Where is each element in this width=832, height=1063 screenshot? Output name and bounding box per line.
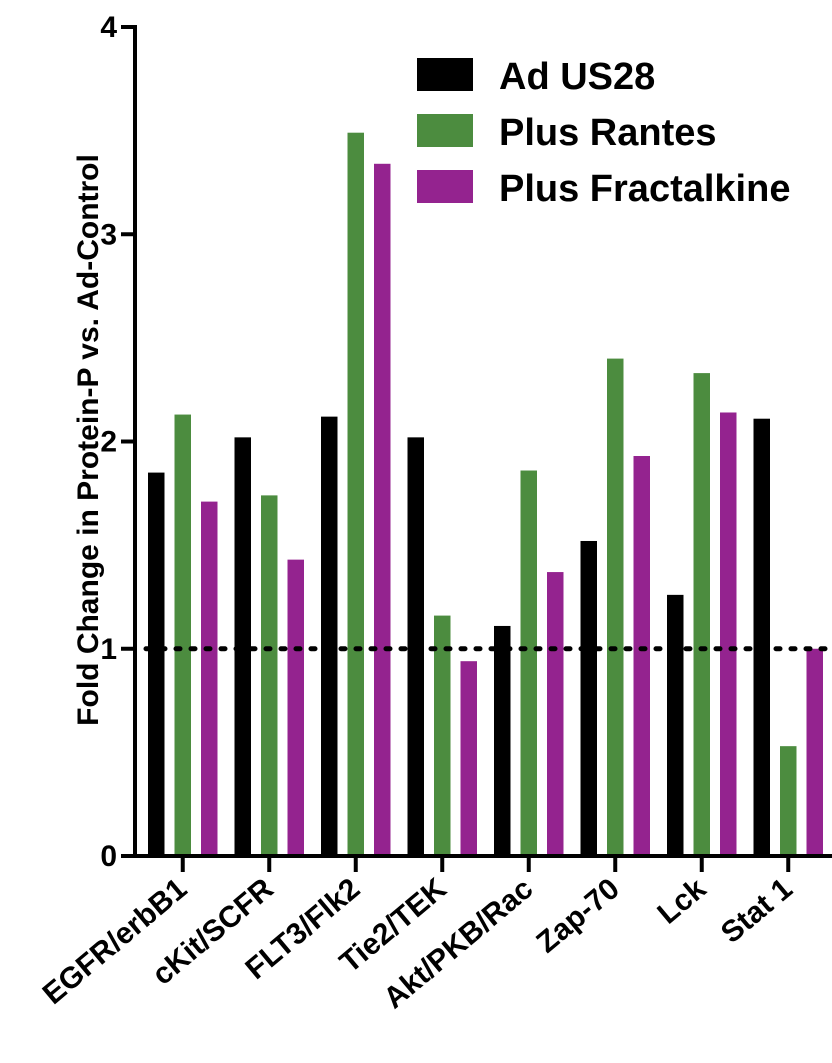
legend-swatch xyxy=(417,170,473,203)
bar xyxy=(547,572,564,856)
bar xyxy=(347,132,364,856)
bar xyxy=(434,615,451,856)
bar xyxy=(720,412,737,856)
bar xyxy=(261,495,278,856)
bar xyxy=(580,540,597,856)
bar xyxy=(148,472,165,856)
x-tick-label: Zap-70 xyxy=(530,872,625,959)
bars-group xyxy=(148,132,823,856)
bar xyxy=(667,594,684,856)
bar xyxy=(374,163,391,856)
y-axis-label: Fold Change in Protein-P vs. Ad-Control xyxy=(72,154,105,726)
bar xyxy=(234,437,251,856)
x-tick-label: Akt/PKB/Rac xyxy=(378,872,540,1015)
x-tick-label: Stat 1 xyxy=(715,872,799,950)
y-tick-label: 0 xyxy=(100,840,117,873)
bar xyxy=(287,559,304,856)
x-tick-label: EGFR/erbB1 xyxy=(37,872,194,1011)
bar xyxy=(460,661,477,856)
y-tick-label: 2 xyxy=(100,426,117,459)
y-tick-label: 1 xyxy=(100,633,117,666)
bar xyxy=(780,746,797,856)
y-ticks: 0 1 2 3 4 xyxy=(100,11,135,873)
x-tick-label: Lck xyxy=(651,872,712,931)
bar xyxy=(321,416,338,856)
bar xyxy=(693,373,710,856)
bar xyxy=(607,358,624,856)
y-tick-label: 3 xyxy=(100,218,117,251)
legend-swatch xyxy=(417,114,473,147)
y-tick-label: 4 xyxy=(100,11,117,44)
bar xyxy=(201,501,218,856)
bar xyxy=(633,456,650,856)
legend-swatch xyxy=(417,58,473,91)
legend: Ad US28 Plus Rantes Plus Fractalkine xyxy=(417,56,790,210)
bar xyxy=(494,625,511,856)
bar xyxy=(806,648,823,856)
legend-label: Plus Fractalkine xyxy=(499,168,790,210)
legend-label: Ad US28 xyxy=(499,56,655,98)
bar xyxy=(520,470,537,856)
x-ticks: EGFR/erbB1cKit/SCFRFLT3/Flk2Tie2/TEKAkt/… xyxy=(37,856,799,1015)
legend-label: Plus Rantes xyxy=(499,112,717,154)
bar xyxy=(174,414,191,856)
bar xyxy=(753,418,770,856)
